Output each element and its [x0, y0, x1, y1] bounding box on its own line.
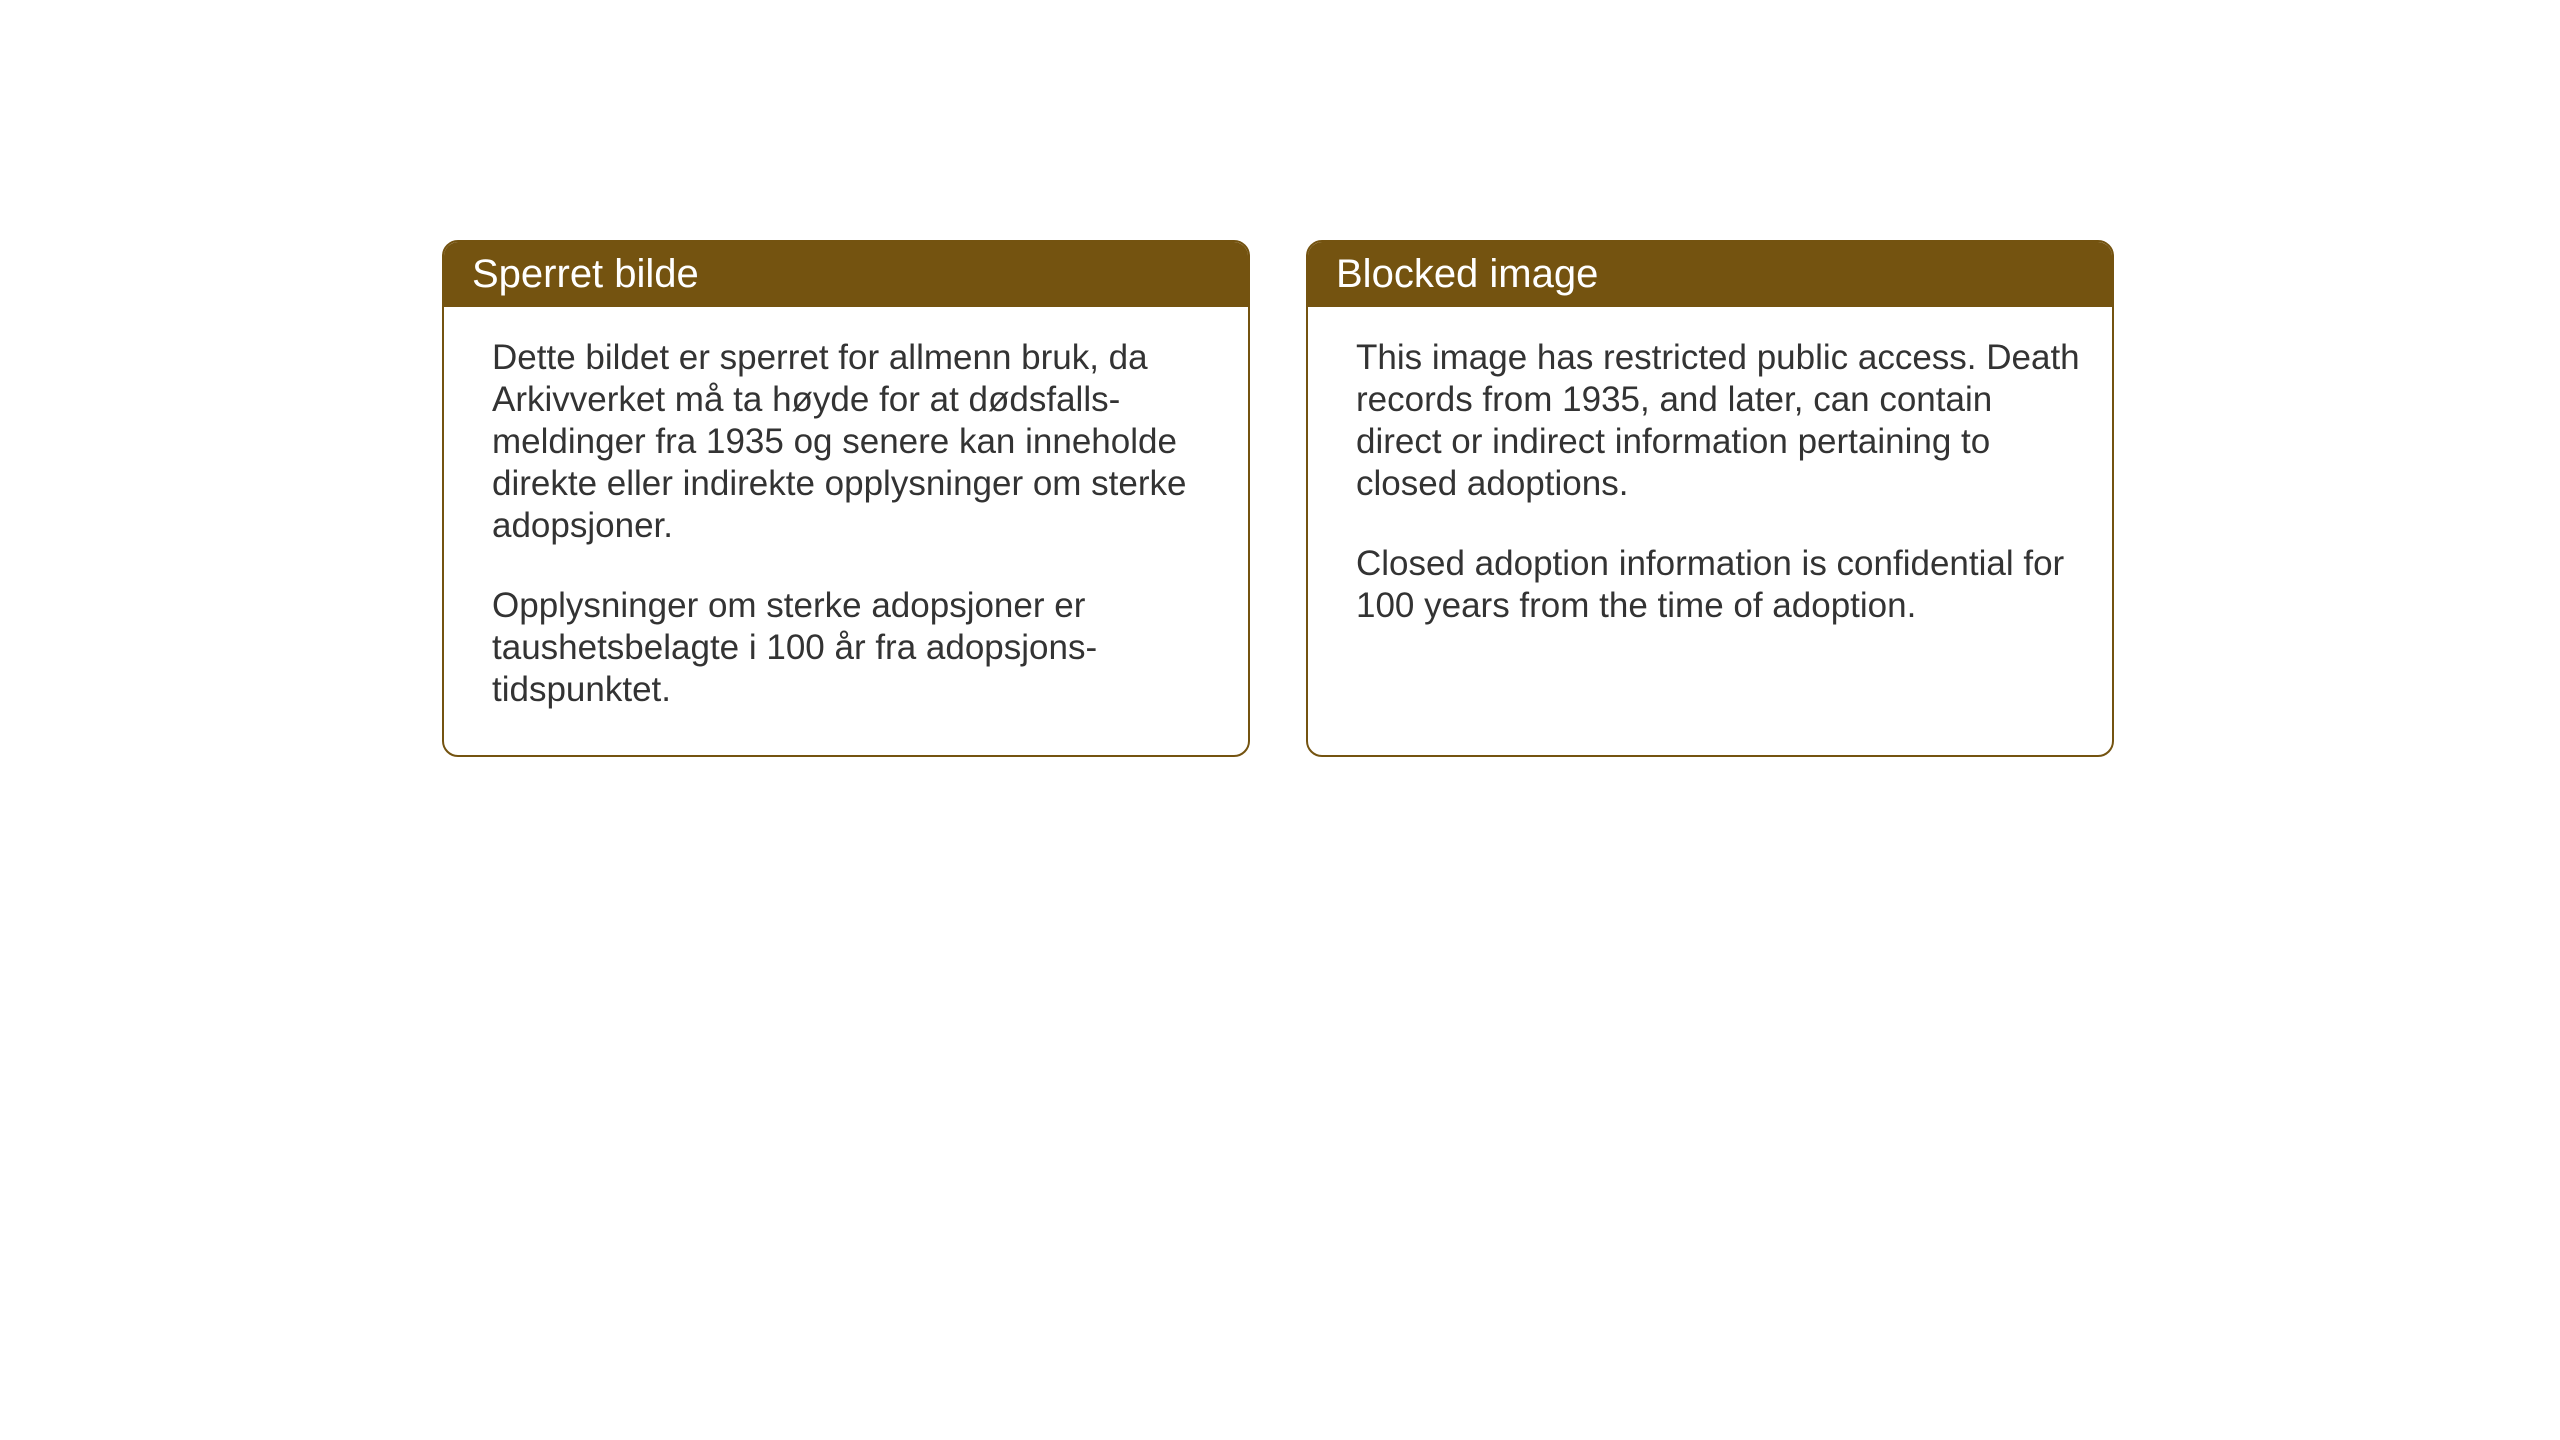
- card-header-english: Blocked image: [1308, 242, 2112, 307]
- card-body-norwegian: Dette bildet er sperret for allmenn bruk…: [444, 307, 1248, 755]
- notice-card-norwegian: Sperret bilde Dette bildet er sperret fo…: [442, 240, 1250, 757]
- notice-cards-container: Sperret bilde Dette bildet er sperret fo…: [442, 240, 2114, 757]
- card-paragraph: Dette bildet er sperret for allmenn bruk…: [492, 337, 1220, 547]
- card-paragraph: Closed adoption information is confident…: [1356, 543, 2084, 627]
- card-paragraph: This image has restricted public access.…: [1356, 337, 2084, 505]
- card-paragraph: Opplysninger om sterke adopsjoner er tau…: [492, 585, 1220, 711]
- notice-card-english: Blocked image This image has restricted …: [1306, 240, 2114, 757]
- card-body-english: This image has restricted public access.…: [1308, 307, 2112, 671]
- card-title: Blocked image: [1336, 252, 1598, 296]
- card-title: Sperret bilde: [472, 252, 699, 296]
- card-header-norwegian: Sperret bilde: [444, 242, 1248, 307]
